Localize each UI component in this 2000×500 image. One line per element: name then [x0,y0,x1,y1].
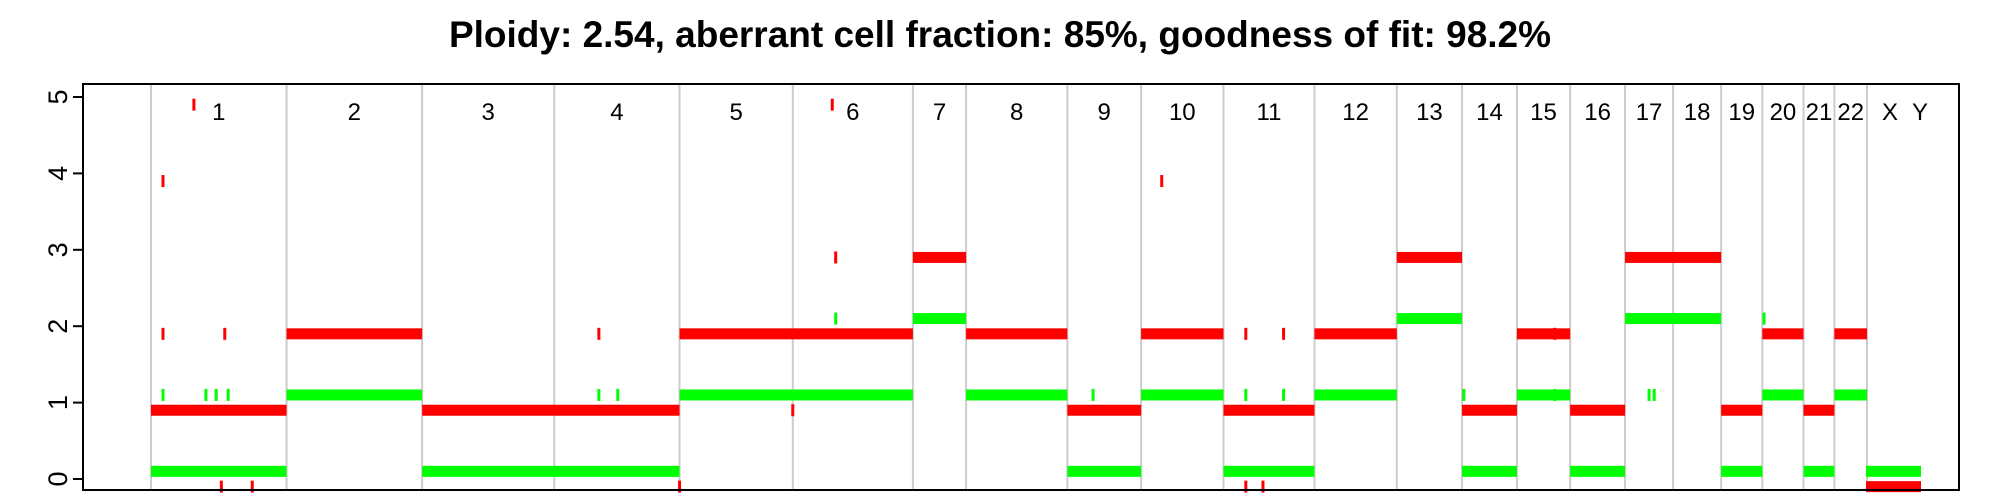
plot-frame [82,83,1960,491]
major-segment [422,404,680,416]
minor-segment [1067,465,1142,477]
chromosome-label-22: 22 [1837,99,1864,126]
minor-segment [1396,313,1463,325]
major-segment [1516,328,1571,340]
chart-title: Ploidy: 2.54, aberrant cell fraction: 85… [448,14,1552,55]
chromosome-label-19: 19 [1728,99,1755,126]
major-segment [1462,404,1517,416]
y-tick-label: 2 [43,319,73,334]
major-segment [1570,404,1626,416]
y-tick-label: 4 [43,166,73,181]
minor-segment [1516,389,1571,401]
minor-segment [1462,465,1517,477]
y-tick-label: 5 [43,89,73,104]
chromosome-label-1: 1 [212,99,225,126]
major-segment [679,328,913,340]
chromosome-label-20: 20 [1770,99,1797,126]
chromosome-label-15: 15 [1530,99,1557,126]
chromosome-label-6: 6 [846,99,859,126]
minor-segment [1834,389,1867,401]
chromosome-label-12: 12 [1342,99,1369,126]
major-segment [1721,404,1763,416]
chromosome-label-14: 14 [1476,99,1503,126]
chromosome-label-2: 2 [348,99,361,126]
minor-segment [1141,389,1224,401]
minor-segment [1803,465,1835,477]
major-segment [1866,481,1921,493]
chromosome-label-17: 17 [1636,99,1663,126]
y-tick-label: 1 [43,395,73,410]
chromosome-label-16: 16 [1584,99,1611,126]
major-segment [1762,328,1804,340]
major-segment [912,251,967,263]
chromosome-label-21: 21 [1806,99,1833,126]
minor-segment [286,389,423,401]
major-segment [1223,404,1315,416]
minor-segment [1314,389,1397,401]
minor-segment [422,465,680,477]
y-tick-label: 3 [43,242,73,257]
minor-segment [151,465,287,477]
minor-segment [1625,313,1722,325]
minor-segment [1762,389,1804,401]
minor-segment [966,389,1068,401]
chromosome-label-5: 5 [729,99,742,126]
chromosome-label-x: X [1882,99,1898,126]
chromosome-label-4: 4 [610,99,623,126]
minor-segment [1721,465,1763,477]
minor-segment [1866,465,1921,477]
major-segment [1803,404,1835,416]
major-segment [1314,328,1397,340]
chromosome-label-y: Y [1912,99,1928,126]
major-segment [1067,404,1142,416]
major-segment [1396,251,1463,263]
major-segment [1141,328,1224,340]
major-segment [1625,251,1722,263]
chromosome-label-8: 8 [1010,99,1023,126]
chromosome-label-10: 10 [1169,99,1196,126]
major-segment [1834,328,1867,340]
minor-segment [912,313,967,325]
minor-segment [1570,465,1626,477]
chromosome-label-9: 9 [1098,99,1111,126]
major-segment [966,328,1068,340]
minor-segment [1223,465,1315,477]
chromosome-label-7: 7 [933,99,946,126]
major-segment [151,404,287,416]
y-tick-label: 0 [43,471,73,486]
chromosome-label-13: 13 [1416,99,1443,126]
minor-segment [679,389,913,401]
chromosome-label-18: 18 [1684,99,1711,126]
chromosome-label-3: 3 [482,99,495,126]
major-segment [286,328,423,340]
chromosome-label-11: 11 [1257,99,1282,126]
